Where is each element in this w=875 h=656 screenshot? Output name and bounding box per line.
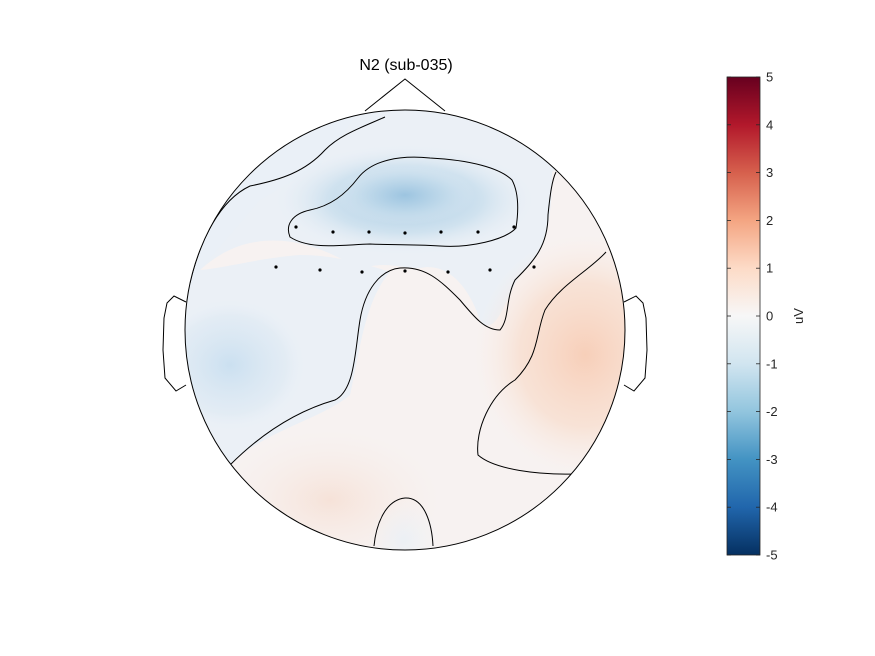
colorbar-tick-label: -3 — [766, 452, 778, 467]
electrode — [446, 270, 450, 274]
electrode — [403, 231, 407, 235]
contour-frontal-negative — [287, 156, 519, 247]
colorbar-bar — [726, 76, 761, 556]
colorbar-unit-label: uV — [791, 308, 806, 324]
colorbar-tick-label: -2 — [766, 404, 778, 419]
electrode — [488, 268, 492, 272]
colorbar-tick-label: 1 — [766, 261, 773, 276]
topomap-surface — [185, 110, 625, 550]
region-posterior — [368, 500, 440, 550]
region-left-temporal — [185, 295, 310, 435]
colorbar-tick-label: 4 — [766, 117, 773, 132]
electrode — [439, 230, 443, 234]
colorbar-ticks: 5 4 3 2 1 0 -1 -2 -3 -4 -5 — [727, 70, 778, 563]
electrode — [476, 230, 480, 234]
region-right-temporal — [475, 235, 625, 475]
electrode — [294, 225, 298, 229]
plot-title: N2 (sub-035) — [359, 57, 452, 74]
right-ear-outline — [623, 295, 648, 392]
head-outline — [184, 109, 626, 551]
electrode — [532, 265, 536, 269]
electrode — [318, 268, 322, 272]
colorbar-tick-label: -4 — [766, 500, 778, 515]
contour-posterior — [373, 497, 434, 547]
electrode — [331, 230, 335, 234]
electrode — [367, 230, 371, 234]
electrode — [512, 225, 516, 229]
electrode — [360, 270, 364, 274]
colorbar-tick-label: -1 — [766, 356, 778, 371]
nose-outline — [364, 78, 446, 112]
colorbar-tick-label: 5 — [766, 70, 773, 85]
left-ear-outline — [162, 295, 187, 392]
colorbar-tick-label: 2 — [766, 213, 773, 228]
region-frontal-core — [335, 165, 475, 225]
colorbar-tick-label: 3 — [766, 165, 773, 180]
contour-central — [229, 171, 557, 466]
electrode — [403, 269, 407, 273]
electrodes — [274, 225, 536, 274]
colorbar: 5 4 3 2 1 0 -1 -2 -3 -4 -5 uV — [726, 70, 806, 563]
electrode — [274, 265, 278, 269]
colorbar-tick-label: -5 — [766, 548, 778, 563]
colorbar-tick-label: 0 — [766, 309, 773, 324]
